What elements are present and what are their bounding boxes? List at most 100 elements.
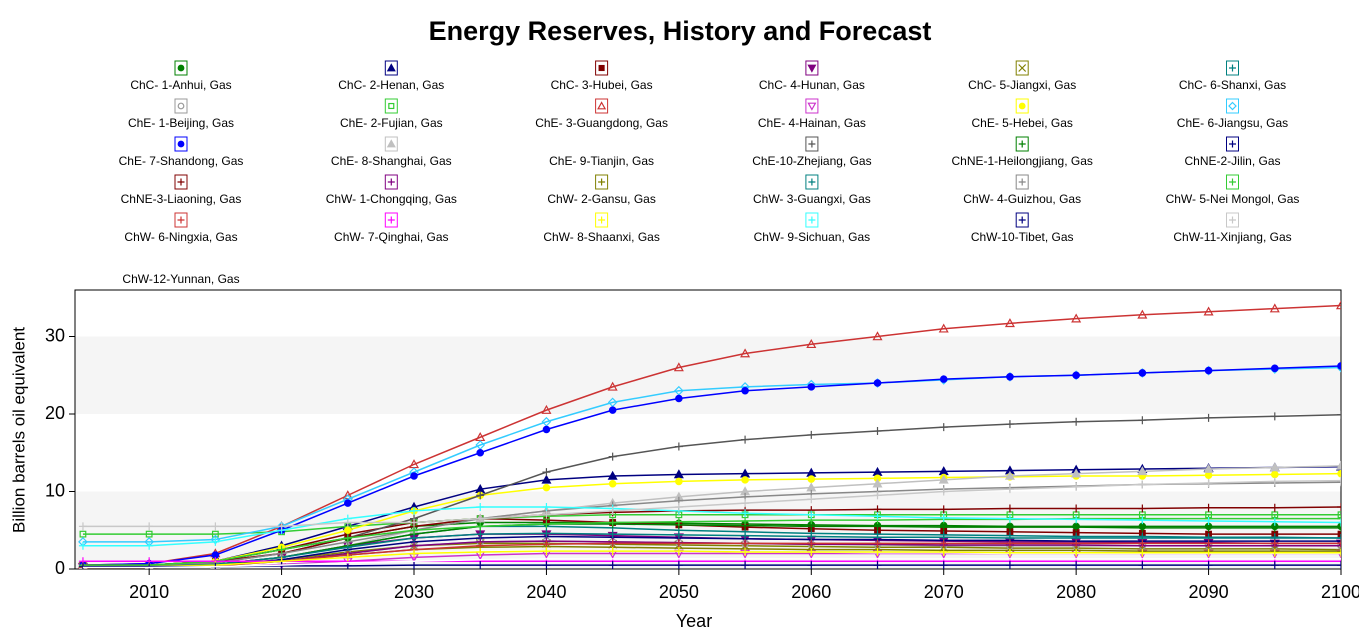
legend-marker [1018, 178, 1026, 186]
x-tick-label: 2090 [1189, 582, 1229, 602]
x-tick-label: 2020 [262, 582, 302, 602]
marker [211, 522, 220, 531]
x-tick-label: 2010 [129, 582, 169, 602]
legend-swatch [1226, 60, 1239, 76]
marker [1138, 539, 1147, 548]
marker [1335, 300, 1341, 310]
marker [542, 540, 551, 549]
series-line [82, 506, 1341, 547]
legend-label: ChW- 4-Guizhou, Gas [963, 192, 1081, 206]
legend-swatch [1226, 212, 1239, 228]
marker [674, 530, 683, 539]
marker [410, 518, 419, 527]
marker [938, 323, 949, 333]
marker [1270, 477, 1279, 486]
marker [1270, 470, 1279, 479]
marker [872, 331, 883, 341]
marker [1270, 548, 1279, 557]
legend-label: ChE- 9-Tianjin, Gas [549, 154, 654, 168]
marker [542, 529, 551, 538]
legend-marker [807, 102, 817, 111]
marker [1269, 462, 1280, 472]
marker [1004, 470, 1015, 480]
marker [476, 514, 485, 523]
marker [1337, 476, 1341, 485]
legend-swatch [384, 136, 398, 152]
marker [476, 491, 485, 500]
legend-label: ChE- 6-Jiangsu, Gas [1177, 116, 1288, 130]
legend-marker [177, 216, 185, 224]
marker [1005, 504, 1014, 513]
marker [939, 423, 948, 432]
marker [741, 547, 750, 556]
legend-label: ChW-12-Yunnan, Gas [122, 272, 239, 286]
legend-label: ChW- 7-Qinghai, Gas [334, 230, 449, 244]
y-tick-label: 0 [55, 558, 65, 578]
marker [1270, 364, 1279, 373]
marker [343, 534, 352, 542]
marker [1005, 548, 1014, 557]
marker [1072, 417, 1081, 426]
marker [741, 561, 750, 569]
marker [476, 522, 485, 531]
marker [741, 539, 750, 548]
x-tick-label: 2040 [526, 582, 566, 602]
marker [608, 406, 617, 414]
marker [1204, 503, 1213, 512]
marker [1072, 371, 1080, 380]
marker [1337, 362, 1341, 370]
marker [1138, 504, 1147, 513]
marker [1005, 485, 1014, 494]
marker [542, 503, 551, 511]
legend-swatch [805, 212, 819, 228]
marker [1337, 548, 1341, 557]
marker [1072, 548, 1081, 557]
marker [1203, 306, 1214, 316]
series-line [82, 550, 1341, 568]
marker [145, 541, 154, 550]
marker [211, 537, 220, 546]
legend-marker [386, 139, 396, 148]
legend-label: ChE- 7-Shandong, Gas [119, 154, 244, 168]
marker [145, 530, 153, 538]
legend-swatch [384, 60, 398, 76]
marker [1138, 523, 1147, 532]
marker [1337, 539, 1341, 548]
legend-label: ChC- 4-Hunan, Gas [759, 78, 865, 92]
marker [1005, 539, 1014, 548]
marker [1138, 561, 1147, 569]
marker [1270, 412, 1279, 421]
legend-label: ChNE-1-Heilongjiang, Gas [951, 154, 1092, 168]
marker [1204, 539, 1213, 548]
marker [542, 468, 551, 477]
marker [1270, 503, 1279, 512]
marker [608, 547, 617, 556]
marker [807, 561, 816, 569]
marker [1138, 369, 1147, 377]
legend-label: ChNE-3-Liaoning, Gas [121, 192, 242, 206]
legend-marker [598, 216, 606, 224]
legend-marker [177, 102, 185, 110]
legend-label: ChE- 1-Beijing, Gas [128, 116, 234, 130]
legend-marker [1018, 64, 1027, 72]
legend-marker [1228, 101, 1237, 111]
marker [1204, 548, 1213, 557]
plot-frame [74, 289, 1342, 570]
marker [807, 383, 816, 391]
marker [873, 547, 882, 556]
marker [806, 339, 817, 349]
marker [673, 362, 684, 372]
marker [939, 513, 948, 522]
marker [1071, 468, 1082, 478]
marker [1072, 482, 1081, 491]
marker [410, 506, 419, 515]
marker [740, 348, 751, 358]
marker [873, 561, 882, 569]
legend-marker [598, 64, 605, 72]
marker [1337, 410, 1341, 419]
legend-swatch [1226, 136, 1239, 152]
legend-label: ChC- 6-Shanxi, Gas [1179, 78, 1286, 92]
legend-swatch [174, 60, 188, 76]
y-tick-label: 30 [45, 325, 65, 345]
legend-label: ChW- 5-Nei Mongol, Gas [1166, 192, 1300, 206]
